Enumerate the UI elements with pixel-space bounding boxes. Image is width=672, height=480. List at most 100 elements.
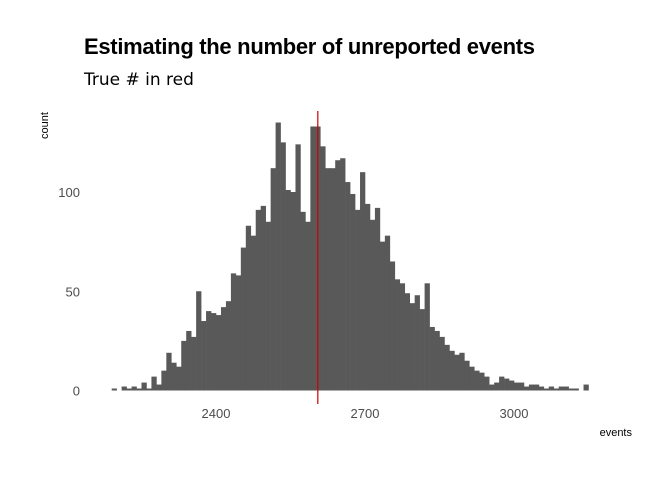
histogram-bar — [161, 370, 167, 391]
histogram-bar — [573, 388, 579, 391]
histogram-bar — [583, 384, 589, 391]
histogram-bar — [494, 382, 500, 391]
histogram-bar — [126, 388, 132, 391]
histogram-bar — [449, 350, 455, 391]
histogram-bar — [409, 303, 415, 391]
histogram-bar — [355, 209, 361, 391]
histogram-bar — [275, 122, 281, 391]
histogram-bar — [240, 247, 247, 391]
histogram-bar — [220, 307, 227, 391]
histogram-bar — [230, 273, 237, 391]
histogram-bar — [434, 330, 440, 391]
histogram-bar — [141, 382, 147, 391]
x-axis-ticks: 2400 2700 3000 — [202, 406, 529, 421]
histogram-bar — [464, 360, 470, 391]
histogram-bar — [295, 144, 301, 391]
histogram-bar — [548, 386, 555, 391]
histogram-bar — [255, 209, 261, 391]
y-tick-label: 100 — [58, 185, 80, 200]
histogram-bar — [514, 382, 520, 391]
x-tick-label: 2700 — [351, 406, 380, 421]
histogram-bar — [365, 203, 371, 391]
histogram-bar — [330, 168, 336, 391]
histogram-bar — [146, 388, 152, 391]
y-axis-title: count — [39, 112, 51, 139]
histogram-bar — [568, 388, 574, 391]
histogram-bar — [379, 241, 386, 391]
histogram-bar — [394, 279, 401, 391]
histogram-bar — [335, 160, 341, 391]
chart-subtitle: True # in red — [84, 70, 194, 90]
histogram-bar — [191, 336, 197, 391]
histogram-bar — [518, 382, 525, 391]
histogram-bar — [350, 193, 356, 391]
histogram-bar — [563, 386, 569, 391]
x-tick-label: 2400 — [202, 406, 231, 421]
histogram-bar — [414, 295, 420, 391]
histogram-bar — [528, 384, 535, 391]
histogram-bar — [499, 376, 505, 391]
histogram-bar — [429, 326, 435, 391]
histogram-bar — [360, 172, 366, 391]
histogram-bar — [176, 366, 182, 391]
histogram-bar — [454, 354, 460, 391]
histogram-bar — [245, 225, 252, 391]
histogram-bar — [211, 313, 217, 391]
x-axis-title: events — [600, 427, 633, 439]
histogram-bar — [325, 168, 331, 391]
chart-title: Estimating the number of unreported even… — [84, 34, 535, 59]
histogram-bar — [489, 384, 495, 391]
histogram-bar — [270, 168, 276, 391]
y-tick-label: 0 — [73, 384, 80, 399]
histogram-bar — [404, 293, 410, 391]
histogram-bar — [260, 205, 266, 391]
histogram-bar — [439, 336, 445, 391]
histogram-bar — [504, 378, 510, 391]
histogram-bar — [474, 370, 480, 391]
histogram-bar — [543, 388, 550, 391]
histogram-bar — [285, 190, 291, 391]
histogram-bar — [290, 192, 296, 391]
histogram-bar — [523, 386, 530, 391]
histogram-bar — [320, 146, 326, 391]
histogram-bar — [151, 376, 157, 391]
histogram-bar — [280, 142, 286, 391]
histogram-bar — [305, 221, 311, 391]
histogram-bar — [558, 386, 564, 391]
x-tick-label: 3000 — [500, 406, 529, 421]
histogram-bar — [479, 372, 485, 391]
histogram-bar — [369, 219, 376, 391]
histogram-bar — [300, 211, 306, 391]
histogram-bar — [111, 388, 117, 391]
histogram-bar — [216, 315, 222, 391]
histogram-bar — [340, 158, 346, 391]
histogram-bar — [424, 283, 430, 391]
histogram-bar — [235, 275, 242, 391]
histogram-bar — [166, 352, 172, 391]
histogram-bar — [444, 344, 450, 391]
histogram-bar — [399, 283, 406, 391]
histogram-bar — [459, 352, 465, 391]
histogram-bar — [121, 386, 127, 391]
y-tick-label: 50 — [66, 284, 80, 299]
histogram-bar — [509, 380, 515, 391]
histogram-bars — [111, 122, 589, 391]
histogram-bar — [345, 182, 351, 391]
histogram-bar — [201, 321, 207, 391]
histogram-bar — [131, 386, 137, 391]
histogram-bar — [538, 386, 545, 391]
histogram-bar — [484, 376, 490, 391]
histogram-bar — [533, 384, 540, 391]
y-axis-ticks: 0 50 100 — [58, 185, 80, 399]
histogram-bar — [310, 126, 316, 391]
histogram-bar — [384, 235, 391, 391]
histogram-bar — [389, 261, 396, 391]
histogram-bar — [553, 388, 559, 391]
histogram-bar — [225, 301, 232, 391]
histogram-bar — [250, 235, 257, 391]
histogram-bar — [136, 388, 142, 391]
histogram-bar — [206, 311, 212, 391]
histogram-bar — [374, 207, 381, 391]
histogram-bar — [171, 362, 177, 391]
